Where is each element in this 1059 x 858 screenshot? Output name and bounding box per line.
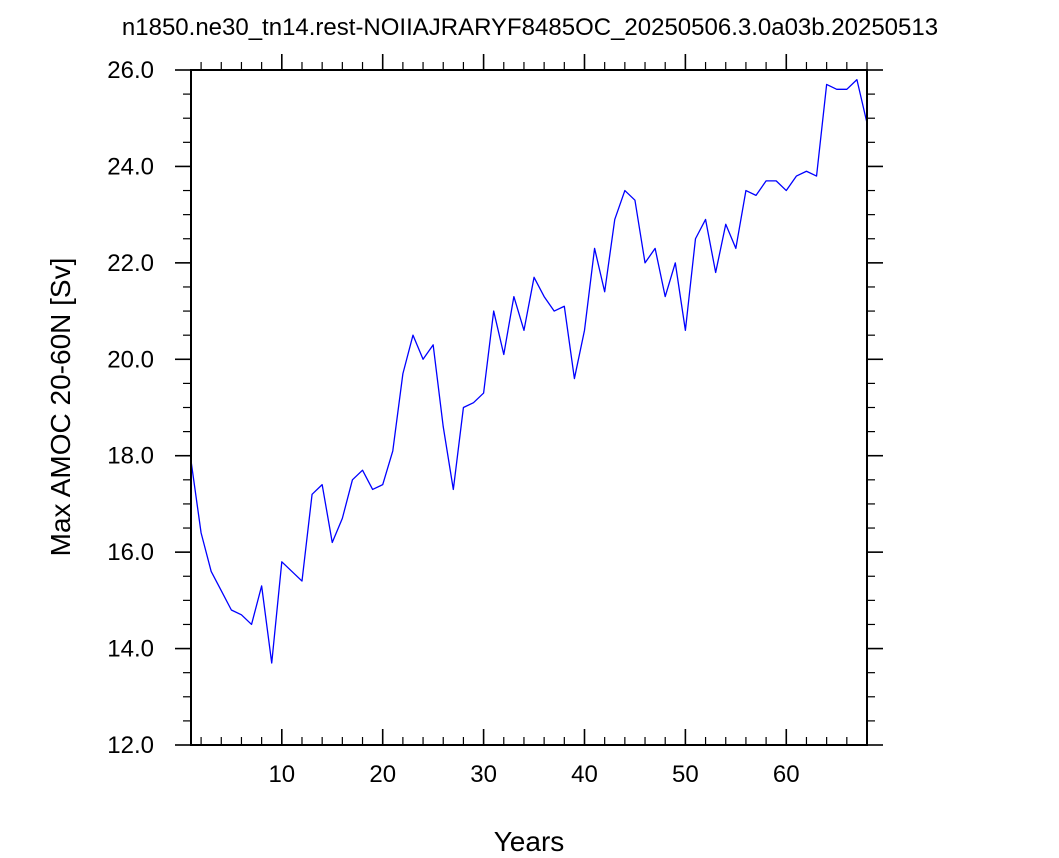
y-tick-label: 12.0: [107, 732, 154, 759]
y-tick-label: 22.0: [107, 250, 154, 277]
x-tick-label: 40: [571, 761, 598, 788]
x-tick-label: 10: [268, 761, 295, 788]
y-tick-label: 24.0: [107, 153, 154, 180]
y-tick-label: 26.0: [107, 57, 154, 84]
y-axis-label: Max AMOC 20-60N [Sv]: [45, 258, 76, 557]
y-tick-label: 20.0: [107, 346, 154, 373]
plot-frame: [190, 69, 868, 746]
x-tick-label: 50: [672, 761, 699, 788]
x-tick-label: 20: [369, 761, 396, 788]
x-tick-labels: 10 20 30 40 50 60: [268, 761, 799, 788]
y-tick-label: 16.0: [107, 539, 154, 566]
x-tick-label: 60: [773, 761, 800, 788]
series-line: [190, 78, 868, 664]
axis-ticks: [175, 54, 883, 746]
y-tick-label: 14.0: [107, 636, 154, 663]
y-tick-label: 18.0: [107, 443, 154, 470]
y-tick-labels: 12.0 14.0 16.0 18.0 20.0 22.0 24.0 26.0: [107, 57, 154, 759]
chart-title: n1850.ne30_tn14.rest-NOIIAJRARYF8485OC_2…: [122, 14, 938, 41]
x-axis-label: Years: [494, 826, 565, 857]
x-tick-label: 30: [470, 761, 497, 788]
